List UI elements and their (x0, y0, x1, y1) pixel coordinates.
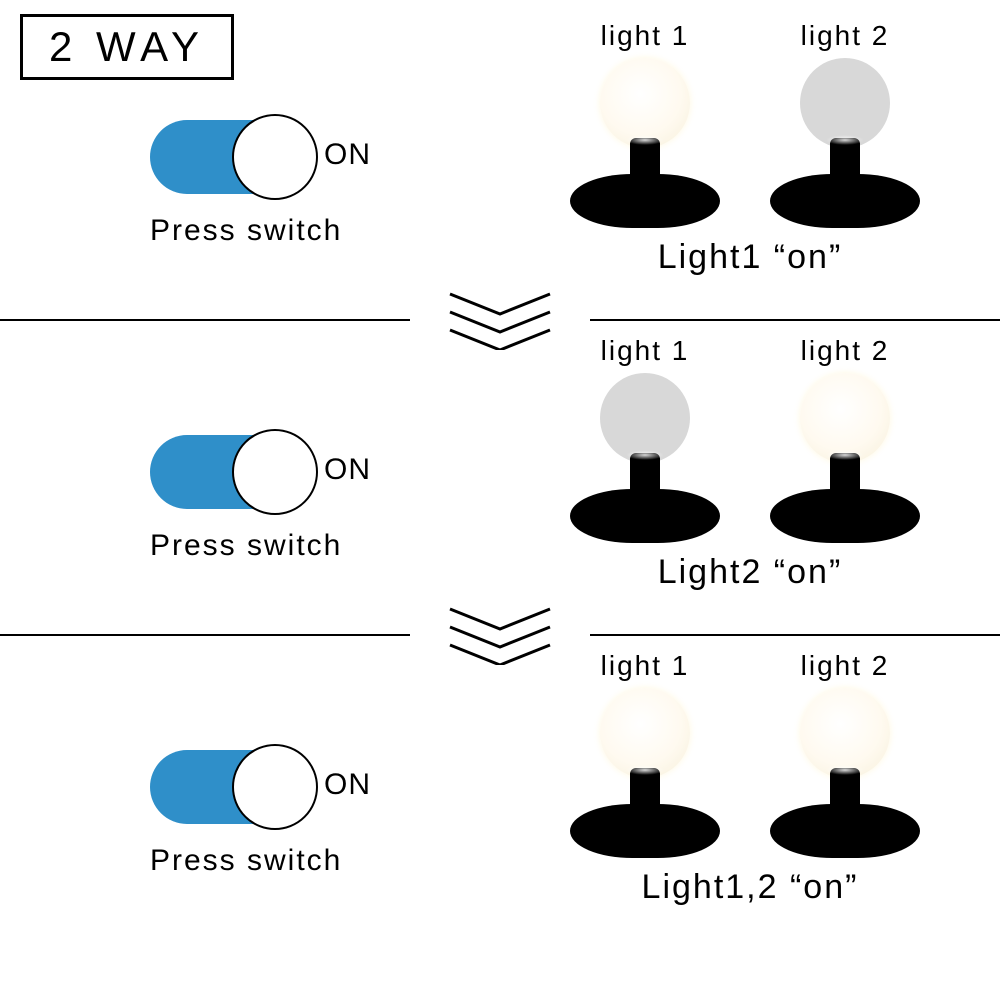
toggle-switch[interactable] (150, 435, 310, 509)
lamp-1-label: light 1 (560, 650, 730, 682)
lamp-1: light 1 (560, 20, 730, 238)
lamp-2-label: light 2 (760, 650, 930, 682)
row-status-label: Light1 “on” (560, 238, 940, 277)
bulb-icon (760, 58, 930, 238)
divider-line (0, 634, 410, 636)
bulb-icon (760, 688, 930, 868)
lamp-1: light 1 (560, 650, 730, 868)
divider-line (590, 634, 1000, 636)
toggle-switch[interactable] (150, 120, 310, 194)
switch-caption: Press switch (150, 844, 342, 878)
row-status-label: Light1,2 “on” (560, 868, 940, 907)
toggle-switch[interactable] (150, 750, 310, 824)
switch-caption: Press switch (150, 214, 342, 248)
bulb-base (770, 804, 920, 858)
toggle-state-label: ON (324, 138, 371, 172)
lamp-2-label: light 2 (760, 335, 930, 367)
toggle-state-label: ON (324, 768, 371, 802)
lamp-2: light 2 (760, 650, 930, 868)
lamp-1-label: light 1 (560, 335, 730, 367)
toggle-state-label: ON (324, 453, 371, 487)
bulb-icon (560, 58, 730, 238)
switch-block: ON Press switch (150, 120, 310, 194)
lamp-1-label: light 1 (560, 20, 730, 52)
lamp-2: light 2 (760, 20, 930, 238)
bulb-base (570, 489, 720, 543)
divider-line (0, 319, 410, 321)
bulb-icon (560, 373, 730, 553)
row-status-label: Light2 “on” (560, 553, 940, 592)
bulb-icon (760, 373, 930, 553)
divider-line (590, 319, 1000, 321)
bulb-base (570, 804, 720, 858)
switch-block: ON Press switch (150, 435, 310, 509)
state-row-2: ON Press switch light 1 light 2 Light2 “… (0, 335, 1000, 635)
bulb-base (770, 489, 920, 543)
toggle-knob (232, 114, 318, 200)
toggle-knob (232, 429, 318, 515)
lamp-2-label: light 2 (760, 20, 930, 52)
lamp-2: light 2 (760, 335, 930, 553)
switch-caption: Press switch (150, 529, 342, 563)
bulb-base (570, 174, 720, 228)
state-row-3: ON Press switch light 1 light 2 Light1,2… (0, 650, 1000, 950)
switch-block: ON Press switch (150, 750, 310, 824)
toggle-knob (232, 744, 318, 830)
bulb-base (770, 174, 920, 228)
lamp-1: light 1 (560, 335, 730, 553)
bulb-icon (560, 688, 730, 868)
state-row-1: ON Press switch light 1 light 2 Light1 “… (0, 20, 1000, 320)
